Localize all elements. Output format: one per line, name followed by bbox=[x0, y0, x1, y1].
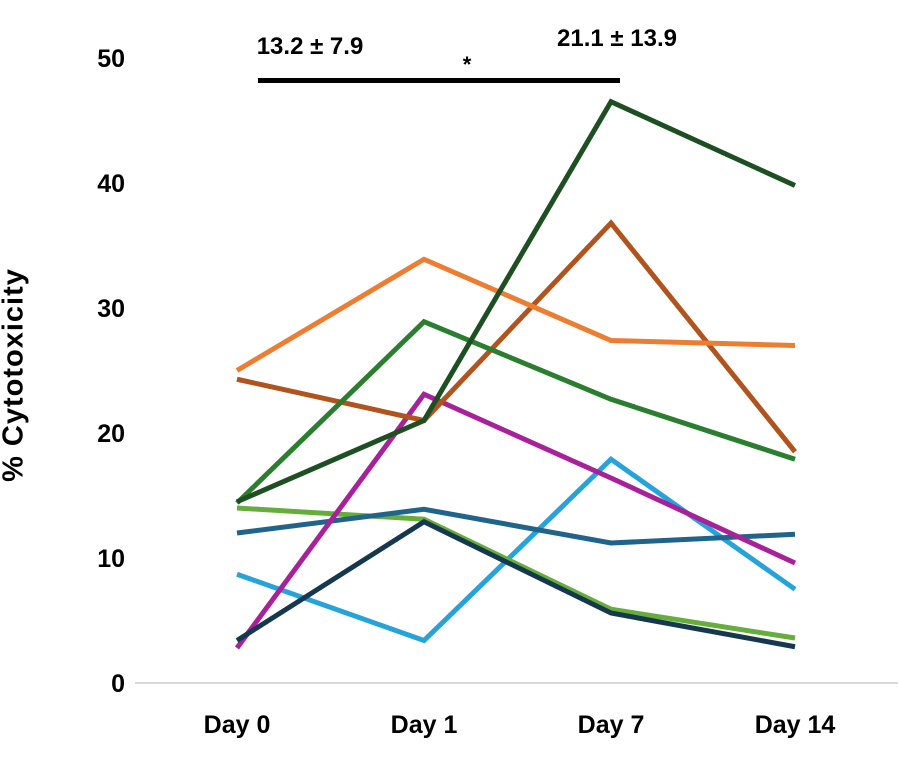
y-axis-title: % Cytotoxicity bbox=[0, 268, 30, 482]
subject-navy bbox=[235, 518, 796, 650]
x-axis-label: Day 14 bbox=[755, 711, 836, 739]
mean-annotation-day7: 21.1 ± 13.9 bbox=[557, 25, 677, 52]
x-axis-label: Day 1 bbox=[391, 711, 458, 739]
label-layer: 0 10 20 30 40 50 Day 0 Day 1 Day 7 Day 14 bbox=[97, 45, 835, 739]
subject-skyblue bbox=[236, 456, 797, 644]
significance-bracket bbox=[258, 78, 620, 83]
x-axis-label: Day 0 bbox=[204, 711, 271, 739]
y-tick-label: 30 bbox=[97, 295, 125, 323]
subject-magenta bbox=[234, 391, 797, 650]
y-tick-label: 40 bbox=[97, 170, 125, 198]
subject-orange bbox=[235, 256, 796, 373]
x-axis-label: Day 7 bbox=[578, 711, 645, 739]
y-tick-label: 0 bbox=[111, 670, 125, 698]
subject-lime-green bbox=[236, 505, 796, 641]
significance-asterisk: * bbox=[462, 52, 472, 77]
subject-brown bbox=[236, 219, 797, 454]
series-layer bbox=[234, 98, 797, 650]
y-tick-label: 10 bbox=[97, 545, 125, 573]
subject-dark-green bbox=[236, 98, 797, 505]
y-tick-label: 20 bbox=[97, 420, 125, 448]
subject-green bbox=[235, 318, 796, 505]
y-tick-label: 50 bbox=[97, 45, 125, 73]
mean-annotation-day0: 13.2 ± 7.9 bbox=[256, 33, 364, 60]
